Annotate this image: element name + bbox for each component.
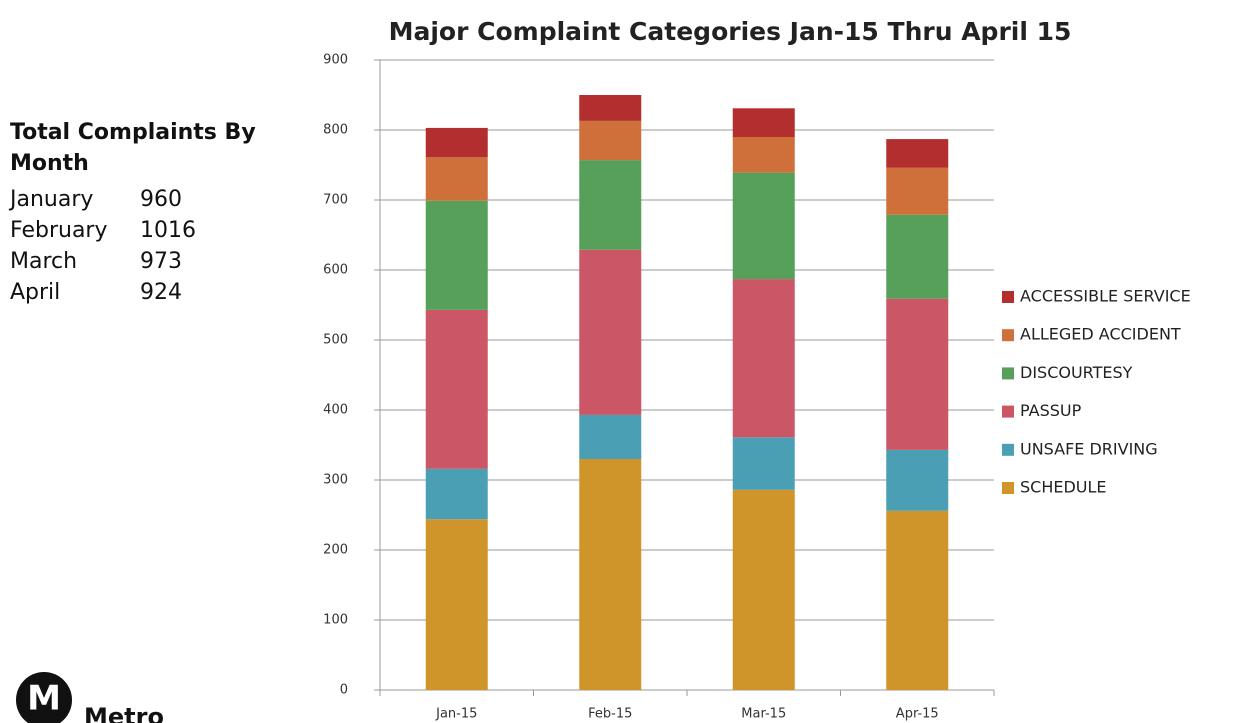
bar-segment xyxy=(425,468,488,520)
legend-swatch xyxy=(1002,482,1014,494)
x-tick-label: Apr-15 xyxy=(896,707,939,722)
legend-swatch xyxy=(1002,405,1014,418)
bar-segment xyxy=(579,459,642,690)
bar-segment xyxy=(425,157,488,201)
logo-mark: M xyxy=(27,679,61,719)
bar-segment xyxy=(579,160,642,250)
bar-segment xyxy=(425,519,488,690)
bar-segment xyxy=(886,167,949,215)
bar-segment xyxy=(886,298,949,450)
bar-segment xyxy=(579,95,642,121)
month-total: 960 xyxy=(140,187,182,212)
y-tick-label: 800 xyxy=(323,123,348,138)
legend-swatch xyxy=(1002,329,1014,342)
bar-segment xyxy=(732,489,795,690)
legend-swatch xyxy=(1002,367,1014,380)
y-tick-label: 600 xyxy=(323,263,348,278)
month-name: April xyxy=(10,280,60,305)
bar-segment xyxy=(579,414,642,459)
bar-segment xyxy=(886,139,949,168)
chart-title: Major Complaint Categories Jan-15 Thru A… xyxy=(389,17,1072,46)
y-tick-label: 700 xyxy=(323,193,348,208)
bar-segment xyxy=(886,510,949,690)
panel-heading: Total Complaints By xyxy=(10,120,256,145)
month-total: 924 xyxy=(140,280,182,305)
bar-segment xyxy=(732,137,795,173)
bar-segment xyxy=(732,172,795,280)
bar-segment xyxy=(886,449,949,511)
legend-label: DISCOURTESY xyxy=(1020,363,1133,382)
legend-label: ACCESSIBLE SERVICE xyxy=(1020,287,1191,306)
y-tick-label: 900 xyxy=(323,53,348,68)
month-name: January xyxy=(8,187,93,212)
x-tick-label: Feb-15 xyxy=(588,707,632,722)
logo-circle xyxy=(16,672,72,723)
legend-label: UNSAFE DRIVING xyxy=(1020,439,1158,458)
bar-segment xyxy=(425,200,488,310)
y-tick-label: 300 xyxy=(323,473,348,488)
month-name: February xyxy=(10,218,108,243)
legend-label: ALLEGED ACCIDENT xyxy=(1020,325,1181,344)
legend-swatch xyxy=(1002,291,1014,303)
y-tick-label: 200 xyxy=(323,543,348,558)
month-total: 973 xyxy=(140,249,182,274)
y-tick-label: 400 xyxy=(323,403,348,418)
logo-text: Metro xyxy=(84,703,164,723)
y-tick-label: 100 xyxy=(323,613,348,628)
legend-label: PASSUP xyxy=(1020,401,1082,420)
x-tick-label: Mar-15 xyxy=(741,707,786,722)
month-name: March xyxy=(10,249,77,274)
bar-segment xyxy=(732,437,795,490)
bar-segment xyxy=(579,249,642,415)
bar-segment xyxy=(886,214,949,299)
legend-swatch xyxy=(1002,443,1014,456)
bar-segment xyxy=(425,309,488,469)
y-tick-label: 500 xyxy=(323,333,348,348)
bar-segment xyxy=(732,279,795,438)
bar-segment xyxy=(579,120,642,161)
legend-label: SCHEDULE xyxy=(1020,478,1107,497)
bar-segment xyxy=(732,108,795,137)
month-total: 1016 xyxy=(140,218,196,243)
panel-heading: Month xyxy=(10,151,89,176)
bar-segment xyxy=(425,127,488,158)
x-tick-label: Jan-15 xyxy=(435,707,477,722)
y-tick-label: 0 xyxy=(340,683,348,698)
